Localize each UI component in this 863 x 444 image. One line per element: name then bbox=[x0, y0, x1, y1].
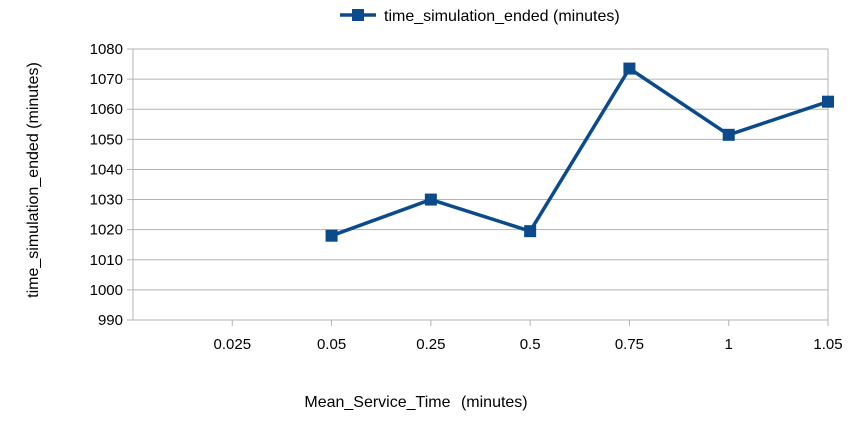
x-tick-label: 0.025 bbox=[214, 336, 252, 353]
x-tick-label: 1.05 bbox=[813, 336, 842, 353]
x-tick-label: 0.25 bbox=[416, 336, 445, 353]
y-tick-label: 990 bbox=[98, 312, 123, 329]
x-axis-title-unit: (minutes) bbox=[461, 394, 528, 411]
x-tick-labels: 0.025 0.05 0.25 0.5 0.75 1 1.05 bbox=[214, 336, 843, 353]
legend-label: time_simulation_ended (minutes) bbox=[384, 8, 620, 25]
y-tick-label: 1040 bbox=[90, 161, 123, 178]
data-series bbox=[325, 62, 834, 242]
data-point-marker bbox=[524, 225, 537, 238]
y-tick-label: 1020 bbox=[90, 222, 123, 239]
x-tick-label: 0.75 bbox=[615, 336, 644, 353]
x-tick-label: 0.05 bbox=[317, 336, 346, 353]
data-point-marker bbox=[722, 128, 735, 141]
y-tick-label: 1070 bbox=[90, 71, 123, 88]
y-tick-label: 1080 bbox=[90, 41, 123, 58]
y-tick-label: 1010 bbox=[90, 252, 123, 269]
y-axis-title: time_simulation_ended (minutes) bbox=[25, 62, 42, 298]
y-tick-label: 1050 bbox=[90, 131, 123, 148]
legend: time_simulation_ended (minutes) bbox=[340, 8, 620, 25]
series-line bbox=[330, 66, 829, 238]
data-point-marker bbox=[325, 229, 338, 242]
data-point-marker bbox=[623, 62, 636, 75]
x-tick-label: 0.5 bbox=[520, 336, 541, 353]
x-tick-label: 1 bbox=[725, 336, 733, 353]
data-point-marker bbox=[822, 95, 834, 108]
y-tick-label: 1000 bbox=[90, 282, 123, 299]
y-tick-label: 1060 bbox=[90, 101, 123, 118]
x-axis-title-main: Mean_Service_Time bbox=[304, 394, 450, 411]
grid-lines bbox=[133, 48, 828, 291]
y-tick-labels: 990 1000 1010 1020 1030 1040 1050 1060 1070 1080 bbox=[90, 41, 123, 329]
x-axis-title: Mean_Service_Time (minutes) bbox=[304, 394, 527, 411]
y-tick-label: 1030 bbox=[90, 192, 123, 209]
legend-marker-swatch bbox=[352, 9, 364, 21]
axes bbox=[127, 48, 829, 326]
data-point-marker bbox=[424, 193, 437, 206]
